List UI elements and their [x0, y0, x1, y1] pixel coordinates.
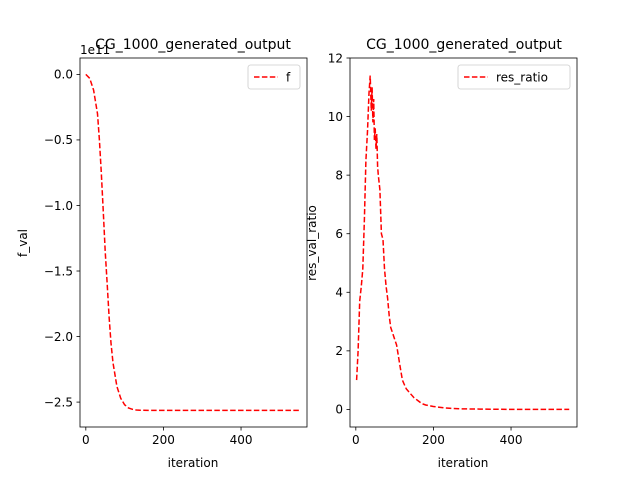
x-tick-label: 400: [230, 433, 253, 447]
legend-label: res_ratio: [496, 71, 548, 85]
x-tick-label: 200: [422, 433, 445, 447]
legend-box: [457, 64, 571, 90]
legend-label: f: [286, 71, 291, 85]
y-tick-label: 2: [335, 344, 343, 358]
x-tick-label: 200: [152, 433, 175, 447]
legend: res_ratio: [457, 64, 571, 90]
y-tick-label: −0.5: [44, 133, 73, 147]
axes-frame: [79, 57, 308, 428]
y-tick-label: 8: [335, 168, 343, 182]
y-tick-label: 12: [328, 51, 343, 65]
x-tick-label: 0: [82, 433, 90, 447]
y-tick-label: −1.5: [44, 264, 73, 278]
subplot-left-ylabel: f_val: [16, 229, 30, 257]
y-tick-label: 4: [335, 286, 343, 300]
y-tick-label: 0.0: [54, 68, 73, 82]
subplot-right-xlabel: iteration: [438, 456, 489, 470]
subplot-right-ylabel: res_val_ratio: [305, 205, 319, 281]
series-line-left-0: [85, 73, 300, 412]
subplot-right-title: CG_1000_generated_output: [366, 37, 562, 53]
subplot-right: CG_1000_generated_output iteration res_v…: [305, 37, 578, 470]
series-line-right-0: [355, 75, 570, 411]
subplot-left-offset-text: 1e11: [80, 43, 110, 57]
subplot-left-xlabel: iteration: [168, 456, 219, 470]
subplot-right-plot-area: 0 200 400 0 2 4 6 8 10 12 res_ratio: [328, 51, 578, 447]
y-tick-label: 10: [328, 110, 343, 124]
x-tick-label: 0: [352, 433, 360, 447]
subplot-left-title: CG_1000_generated_output: [95, 37, 291, 53]
y-tick-label: 6: [335, 227, 343, 241]
legend: f: [247, 64, 301, 90]
y-tick-label: −2.0: [44, 330, 73, 344]
subplot-left: CG_1000_generated_output iteration f_val…: [16, 37, 308, 470]
y-tick-label: 0: [335, 403, 343, 417]
subplot-left-plot-area: 0 200 400 0.0 −0.5 −1.0 −1.5 −2.0 −2.5 f: [44, 57, 308, 447]
x-tick-label: 400: [500, 433, 523, 447]
y-tick-label: −1.0: [44, 199, 73, 213]
y-tick-label: −2.5: [44, 395, 73, 409]
axes-frame: [349, 57, 578, 428]
